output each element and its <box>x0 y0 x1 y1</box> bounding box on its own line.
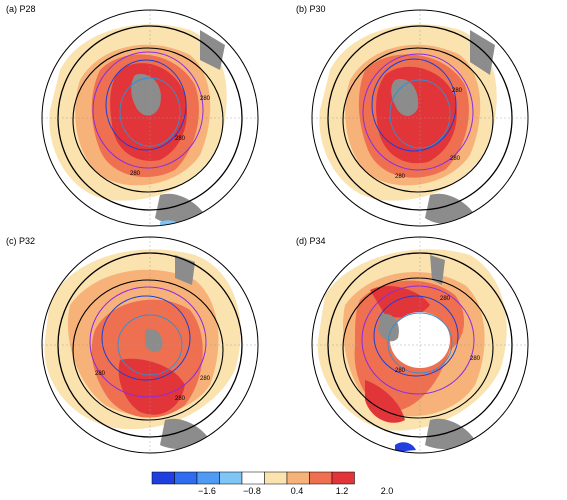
land-greenland <box>378 313 399 342</box>
land-region <box>425 193 475 225</box>
contour-label: 280 <box>395 174 406 180</box>
map-panel-c: 280 280 280 <box>42 237 258 453</box>
contour-label: 280 <box>440 296 451 302</box>
colorbar <box>151 471 355 485</box>
colorbar-tick-label: 2.0 <box>380 486 394 496</box>
panel-label-d: (d) P34 <box>296 236 326 246</box>
map-border-c <box>41 236 259 454</box>
colorbar-segment <box>241 471 265 485</box>
contour-label: 280 <box>175 396 186 402</box>
land-region <box>425 418 475 450</box>
contour-purple <box>361 285 475 395</box>
colorbar-tick-label: 1.2 <box>335 486 349 496</box>
land-region-2 <box>470 30 495 75</box>
panel-label-b: (b) P30 <box>296 4 326 14</box>
contour-purple <box>92 51 204 169</box>
map-panel-d: 280 280 280 <box>312 237 528 453</box>
colorbar-tick-label: 0.4 <box>290 486 304 496</box>
sea-ice-interior <box>390 312 450 368</box>
contour-black-mid <box>72 279 224 421</box>
contour-label: 280 <box>470 356 481 362</box>
contour-label: 280 <box>175 136 186 142</box>
land-greenland <box>131 74 161 116</box>
contour-black-mid <box>342 47 494 193</box>
contour-blue <box>101 295 191 381</box>
contour-purple <box>362 53 474 171</box>
contour-label: 280 <box>395 368 406 374</box>
contour-black-mid <box>72 47 224 193</box>
map-panel-a: 280 280 280 <box>42 10 258 226</box>
contour-label: 280 <box>130 171 141 177</box>
contour-purple <box>89 286 207 398</box>
contour-blue <box>371 58 457 152</box>
anomaly-shading-red <box>118 358 185 415</box>
contour-black-mid <box>342 277 494 419</box>
land-region <box>155 193 205 225</box>
map-panel-b: 280 280 280 <box>312 10 528 226</box>
blue-shade-patch <box>395 442 416 452</box>
anomaly-shading-red <box>365 285 430 423</box>
colorbar-segment <box>219 471 243 485</box>
colorbar-segment <box>331 471 355 485</box>
colorbar-segment <box>196 471 220 485</box>
colorbar-tick-label: −0.8 <box>243 486 261 496</box>
colorbar-segment <box>309 471 333 485</box>
map-border-d <box>311 236 529 454</box>
contour-label: 280 <box>200 96 211 102</box>
contour-label: 280 <box>200 376 211 382</box>
land-region-2 <box>430 255 445 285</box>
contour-label: 280 <box>452 88 463 94</box>
contour-blue <box>373 295 459 377</box>
colorbar-tick-label: −1.6 <box>198 486 216 496</box>
map-border-b <box>311 9 529 227</box>
contour-blue <box>105 59 187 151</box>
colorbar-segment <box>264 471 288 485</box>
contour-label: 280 <box>95 371 106 377</box>
panel-label-a: (a) P28 <box>6 4 36 14</box>
land-greenland <box>145 328 163 352</box>
panel-label-c: (c) P32 <box>6 236 36 246</box>
contour-label: 280 <box>450 156 461 162</box>
colorbar-segment <box>286 471 310 485</box>
map-border-a <box>41 9 259 227</box>
land-greenland <box>391 79 419 116</box>
colorbar-segment <box>151 471 175 485</box>
colorbar-segment <box>174 471 198 485</box>
